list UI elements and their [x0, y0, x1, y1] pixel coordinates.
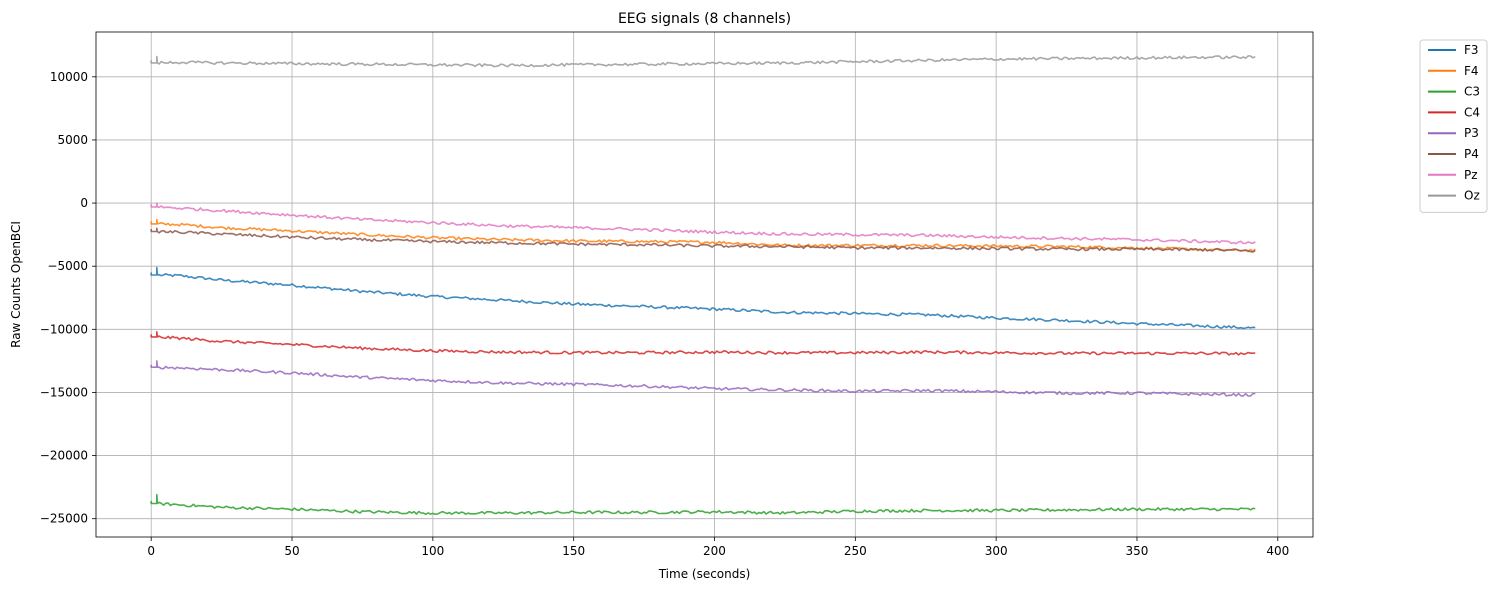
x-axis-label: Time (seconds) — [658, 567, 751, 581]
legend-label-pz: Pz — [1464, 168, 1478, 182]
y-tick-label: 0 — [80, 196, 88, 210]
series-line-f4 — [150, 218, 1256, 253]
y-tick-label: −5000 — [47, 259, 88, 273]
x-tick-label: 0 — [147, 544, 155, 558]
series-line-p3 — [150, 360, 1256, 397]
x-tick-label: 150 — [562, 544, 585, 558]
x-tick-label: 100 — [421, 544, 444, 558]
series-line-c4 — [150, 331, 1256, 356]
series-line-c3 — [150, 493, 1256, 516]
y-tick-label: −20000 — [40, 449, 88, 463]
legend-label-oz: Oz — [1464, 189, 1480, 203]
x-tick-label: 50 — [284, 544, 299, 558]
x-tick-label: 200 — [703, 544, 726, 558]
x-tick-label: 400 — [1266, 544, 1289, 558]
grid — [96, 32, 1313, 537]
legend-label-c4: C4 — [1464, 105, 1480, 119]
legend-label-f3: F3 — [1464, 43, 1479, 57]
legend-label-c3: C3 — [1464, 85, 1480, 99]
plot-frame — [95, 31, 1314, 538]
legend-label-p3: P3 — [1464, 126, 1479, 140]
x-tick-label: 250 — [844, 544, 867, 558]
y-tick-label: 10000 — [50, 70, 88, 84]
series-line-pz — [150, 202, 1256, 245]
series-lines — [150, 55, 1256, 516]
legend-label-p4: P4 — [1464, 147, 1479, 161]
axis-ticks: 0 50 100 150 200 250 300 350 400 −25000 −20000 −150… — [40, 70, 1289, 558]
legend: F3 F4 C3 C4 P3 P4 Pz Oz — [1419, 39, 1488, 213]
x-tick-label: 350 — [1126, 544, 1149, 558]
series-line-f3 — [150, 266, 1256, 330]
y-tick-label: −15000 — [40, 385, 88, 399]
chart-title: EEG signals (8 channels) — [618, 11, 791, 27]
x-tick-label: 300 — [985, 544, 1008, 558]
series-line-oz — [150, 55, 1256, 68]
y-tick-label: 5000 — [57, 133, 88, 147]
series-line-p4 — [150, 227, 1256, 253]
y-tick-label: −10000 — [40, 322, 88, 336]
legend-label-f4: F4 — [1464, 64, 1479, 78]
legend-box — [1419, 39, 1488, 213]
y-tick-label: −25000 — [40, 512, 88, 526]
y-axis-label: Raw Counts OpenBCI — [9, 221, 23, 348]
